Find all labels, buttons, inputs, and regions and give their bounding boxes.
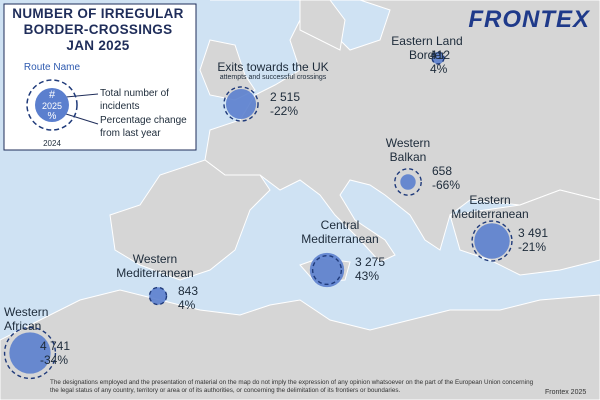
legend-count: # xyxy=(48,89,56,101)
route-circle xyxy=(225,88,257,120)
route-incidents: 658 xyxy=(432,164,453,178)
route-name: Western Balkan xyxy=(385,136,431,164)
route-incidents: 843 xyxy=(178,284,199,298)
route-circle xyxy=(149,287,167,305)
route-circle xyxy=(9,332,51,374)
route-change: 4% xyxy=(430,62,448,76)
route-name: Eastern Mediterranean xyxy=(451,193,529,221)
route-change: 43% xyxy=(355,269,380,283)
legend-year: 2025 xyxy=(41,101,63,111)
legend-percent: % xyxy=(47,111,57,122)
route-circle xyxy=(474,223,510,259)
iberia-france xyxy=(109,159,271,281)
route-change: -21% xyxy=(518,240,547,254)
route-name: Eastern Land Border xyxy=(391,34,463,62)
route-incidents: 3 491 xyxy=(518,226,549,240)
route-change: -22% xyxy=(270,104,299,118)
route-change: -66% xyxy=(432,178,461,192)
legend-leader xyxy=(65,113,99,125)
route-ring-previous xyxy=(311,254,343,286)
route-incidents: 3 275 xyxy=(355,255,386,269)
legend-total: Total number of incidents xyxy=(100,88,169,112)
legend-route-name: Route Name xyxy=(23,62,81,73)
scandinavia xyxy=(299,0,346,51)
route-ring-previous xyxy=(394,168,422,196)
route-circle xyxy=(431,51,445,65)
legend-circle xyxy=(35,88,69,122)
legend-previous-year: 2024 xyxy=(43,139,61,148)
route-ring-previous xyxy=(3,326,57,380)
route-incidents: 4 741 xyxy=(40,339,71,353)
route-ring-previous xyxy=(471,220,513,262)
route-name: Exits towards the UK xyxy=(217,60,329,74)
route-incidents: 412 xyxy=(430,48,451,62)
title: NUMBER OF IRREGULAR BORDER-CROSSINGS JAN… xyxy=(12,6,184,53)
route-circle xyxy=(400,174,416,190)
route-name: Western Mediterranean xyxy=(116,252,194,280)
route-change: 4% xyxy=(178,298,196,312)
route-name: Central Mediterranean xyxy=(301,218,379,246)
legend-ring xyxy=(26,79,78,131)
logo: FRONTEX xyxy=(468,6,590,33)
africa xyxy=(0,289,600,400)
legend-box xyxy=(3,3,197,151)
legend-change: Percentage change from last year xyxy=(100,115,187,139)
credit: Frontex 2025 xyxy=(545,389,587,396)
route-incidents: 2 515 xyxy=(270,90,301,104)
europe xyxy=(204,0,600,263)
disclaimer: The designations employed and the presen… xyxy=(50,379,534,394)
route-name: Western African xyxy=(4,305,49,333)
route-ring-previous xyxy=(431,51,445,65)
route-circle xyxy=(309,252,345,288)
legend-leader xyxy=(65,93,99,98)
route-ring-previous xyxy=(223,86,259,122)
route-subtitle: attempts and successful crossings xyxy=(219,74,327,81)
route-ring-previous xyxy=(148,286,168,306)
route-change: -34% xyxy=(40,353,69,367)
